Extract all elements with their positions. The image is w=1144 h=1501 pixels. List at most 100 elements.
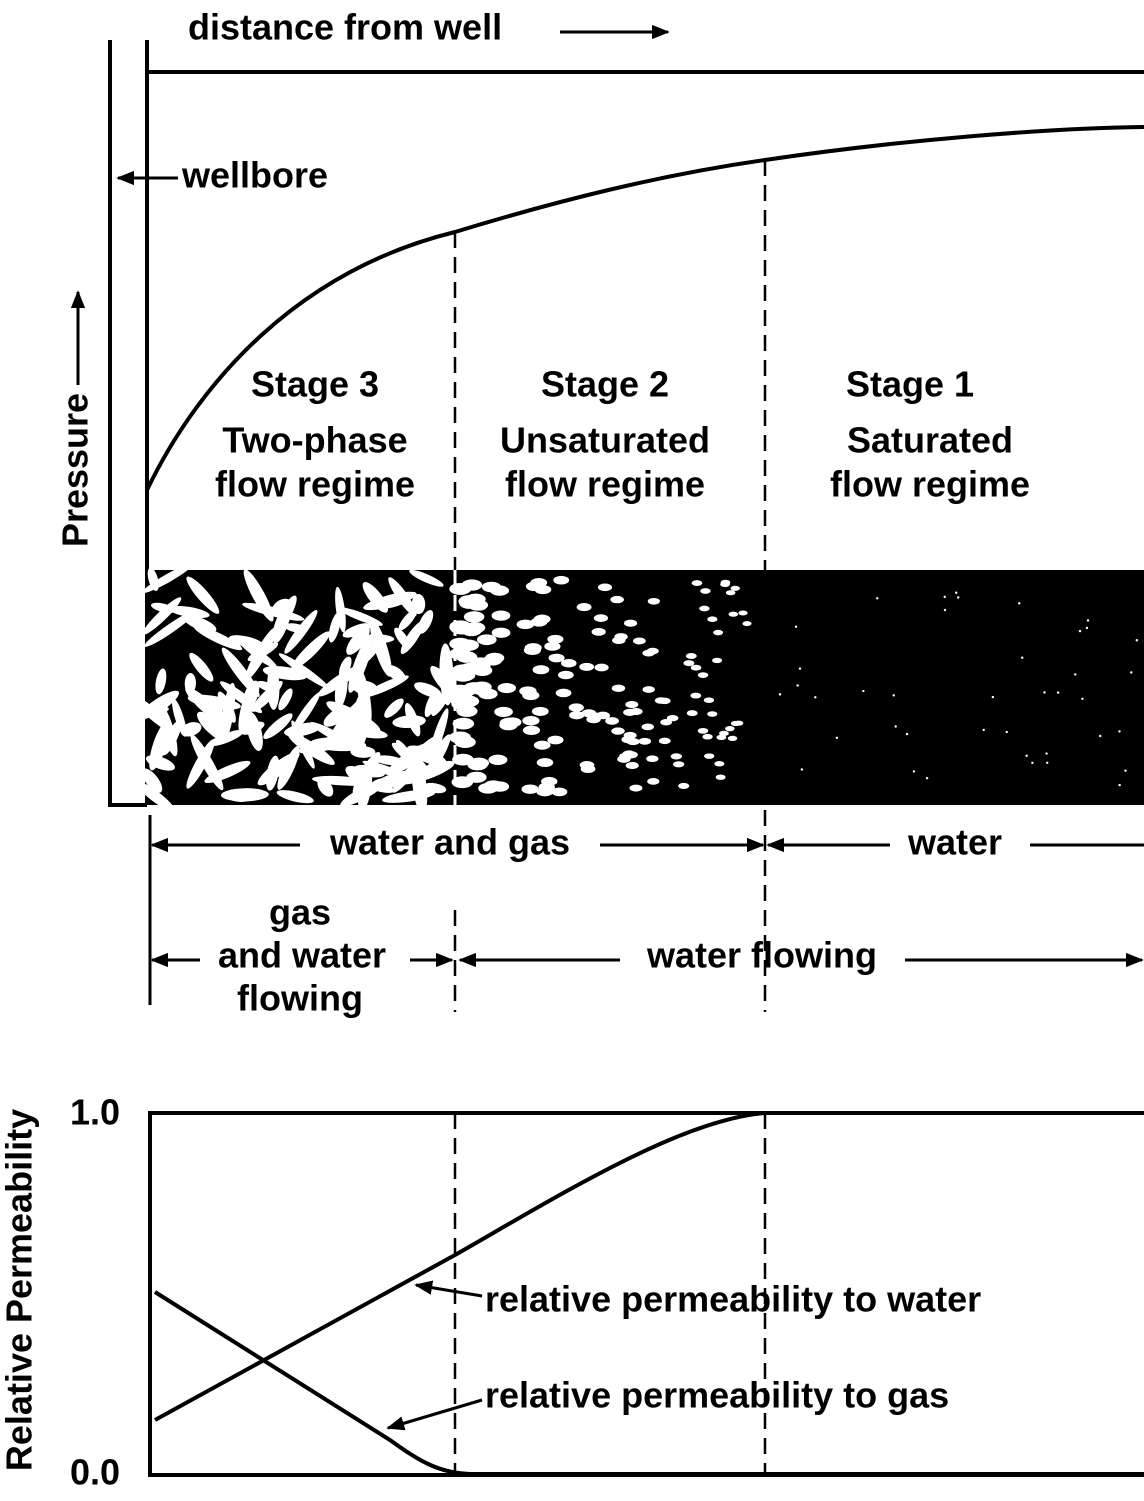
gas-bubble: [646, 755, 659, 763]
gas-bubble: [647, 597, 660, 605]
stage-description: Saturated: [847, 420, 1013, 461]
gas-streak: [310, 721, 363, 752]
gas-streak: [334, 669, 348, 709]
gas-speck: [956, 596, 960, 599]
gas-streak: [394, 627, 411, 649]
gas-speck: [814, 696, 817, 699]
gas-bubble: [476, 634, 497, 646]
pressure-curve: [145, 125, 1144, 491]
gas-bubble: [625, 761, 639, 770]
gas-streak: [144, 610, 197, 647]
pressure-panel: distance from well wellbore Pressure Sta…: [55, 7, 1144, 815]
gas-streak: [211, 697, 223, 736]
gas-streak: [362, 581, 389, 613]
gas-bubble: [579, 662, 595, 671]
gas-streak: [189, 652, 214, 682]
gas-bubble: [491, 610, 511, 621]
gas-speck: [943, 608, 947, 612]
flow-label: gas: [269, 892, 331, 933]
gas-bubble: [519, 686, 537, 696]
gas-bubble: [690, 664, 702, 671]
y-axis-label: Relative Permeability: [0, 1109, 40, 1471]
gas-streak: [193, 625, 243, 651]
gas-bubble: [503, 717, 522, 728]
gas-speck: [1118, 730, 1121, 733]
gas-speck: [1025, 754, 1028, 757]
gas-bubble: [699, 605, 710, 612]
gas-bubble: [449, 582, 472, 595]
gas-streak: [328, 612, 341, 643]
gas-bubble: [623, 708, 637, 716]
gas-streak: [326, 701, 381, 733]
gas-speck: [1081, 697, 1084, 700]
gas-streak: [291, 631, 331, 670]
gas-streak: [392, 715, 426, 728]
gas-streak: [384, 698, 404, 718]
gas-bubble: [569, 711, 585, 720]
stage-name: Stage 2: [541, 364, 669, 405]
gas-bubble: [666, 714, 679, 722]
gas-speck: [912, 770, 916, 773]
flow-label: and water: [218, 935, 386, 976]
stage-name: Stage 1: [846, 364, 974, 405]
gas-speck: [1099, 734, 1102, 738]
gas-speck: [905, 732, 909, 736]
gas-speck: [1045, 752, 1048, 755]
gas-bubble: [703, 697, 715, 704]
gas-streak: [367, 782, 395, 793]
curve-label: relative permeability to gas: [485, 1375, 949, 1416]
gas-bubble: [468, 757, 490, 769]
gas-streak: [278, 688, 293, 711]
gas-bubble: [612, 636, 626, 645]
gas-bubble: [626, 738, 640, 746]
gas-speck: [892, 694, 895, 697]
gas-speck: [876, 597, 879, 600]
gas-streak: [251, 680, 283, 712]
gas-bubble: [525, 581, 543, 592]
fluid-label: water and gas: [329, 822, 570, 863]
gas-streak: [272, 598, 292, 615]
top-axis-label: distance from well: [188, 7, 502, 48]
gas-speck: [991, 695, 995, 699]
gas-bubble: [638, 737, 652, 745]
gas-streak: [226, 791, 251, 802]
gas-bubble: [483, 780, 504, 791]
gas-streak: [339, 656, 352, 678]
gas-streak: [186, 739, 215, 789]
gas-speck: [862, 689, 865, 693]
gas-bubble: [523, 645, 541, 655]
gas-bubble: [632, 637, 646, 645]
gas-bubble: [547, 634, 564, 644]
gas-streak: [186, 576, 220, 614]
gas-streak: [278, 653, 329, 689]
stage-description: flow regime: [215, 464, 415, 505]
gas-bubble: [712, 657, 723, 664]
gas-bubble: [611, 684, 626, 692]
gas-curve: [153, 1290, 1144, 1476]
gas-bubble: [451, 664, 474, 677]
gas-bubble: [485, 652, 505, 664]
gas-bubble: [547, 735, 564, 745]
gas-bubble: [452, 717, 475, 730]
gas-bubble: [522, 716, 540, 726]
gas-bubble: [466, 771, 487, 783]
gas-streak: [287, 732, 335, 765]
gas-bubble: [595, 711, 610, 720]
gas-streak: [142, 597, 182, 635]
gas-bubble: [660, 719, 673, 726]
stage-description: flow regime: [830, 464, 1030, 505]
gas-bubble: [532, 665, 550, 675]
arrow: [386, 1398, 483, 1431]
gas-streak: [220, 682, 236, 744]
gas-bubble: [536, 758, 554, 768]
gas-speck: [796, 684, 799, 687]
flow-label: flowing: [237, 978, 363, 1019]
gas-bubble: [478, 688, 498, 700]
gas-bubble: [715, 774, 726, 780]
gas-bubble: [593, 614, 609, 622]
gas-streak: [352, 751, 381, 796]
gas-bubble: [690, 692, 702, 699]
gas-bubble: [516, 619, 535, 630]
gas-streak: [284, 609, 318, 654]
